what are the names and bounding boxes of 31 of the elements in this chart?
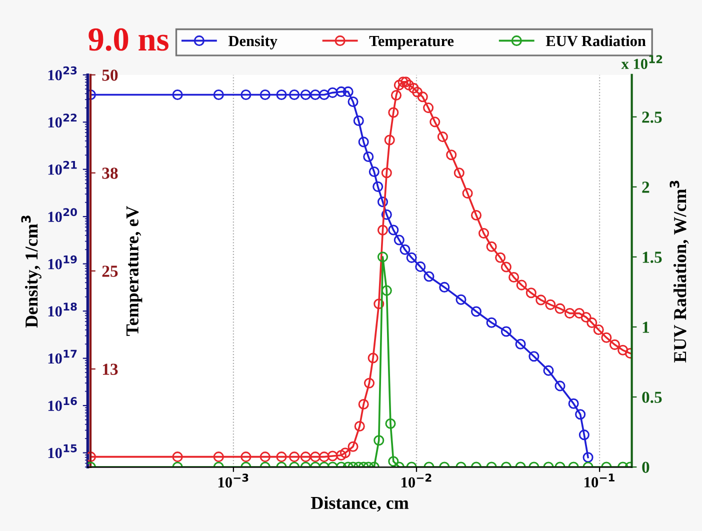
- y-tick-label: 10$^{17}$: [48, 350, 77, 364]
- y-tick-label: 10$^{19}$: [48, 255, 77, 270]
- text: x 10$^{12}$: [621, 55, 662, 70]
- y2-tick-label: 50: [102, 70, 118, 81]
- x-tick-label: 10$^{−2}$: [402, 474, 432, 488]
- y-axis-title: Density, 1/cm$^{3}$: [21, 216, 42, 328]
- y2-tick-label: 25: [102, 266, 118, 277]
- y-tick-label: 10$^{15}$: [48, 444, 77, 458]
- y3-tick-label: 0.5: [642, 392, 662, 404]
- chart-title: 9.0 ns: [88, 28, 168, 51]
- y3-tick-label: 1.5: [642, 252, 662, 263]
- y-tick-label: 10$^{16}$: [48, 397, 77, 411]
- y-tick-label: 10$^{22}$: [48, 114, 77, 128]
- y3-tick-label: 0: [642, 462, 650, 473]
- y-tick-label: 10$^{21}$: [48, 160, 77, 175]
- x-axis-title: Distance, cm: [310, 496, 409, 512]
- y2-tick-label: 13: [102, 364, 118, 375]
- y-tick-label: 10$^{18}$: [48, 302, 77, 317]
- y-tick-label: 10$^{20}$: [48, 208, 77, 222]
- legend-label: Density: [228, 35, 278, 50]
- y3-tick-label: 2.5: [642, 112, 662, 123]
- x-tick-label: 10$^{−1}$: [584, 474, 614, 488]
- legend-label: EUV Radiation: [546, 35, 646, 46]
- x-tick-label: 10$^{−3}$: [218, 474, 248, 488]
- y2-tick-label: 38: [102, 168, 118, 179]
- legend-label: Temperature: [369, 36, 454, 50]
- y2-axis-title: Temperature, eV: [126, 206, 142, 336]
- y3-tick-label: 1: [642, 322, 649, 333]
- y-tick-label: 10$^{23}$: [48, 66, 77, 80]
- y3-tick-label: 2: [642, 182, 650, 193]
- y3-axis-title: EUV Radiation, W/cm$^{3}$: [670, 180, 689, 362]
